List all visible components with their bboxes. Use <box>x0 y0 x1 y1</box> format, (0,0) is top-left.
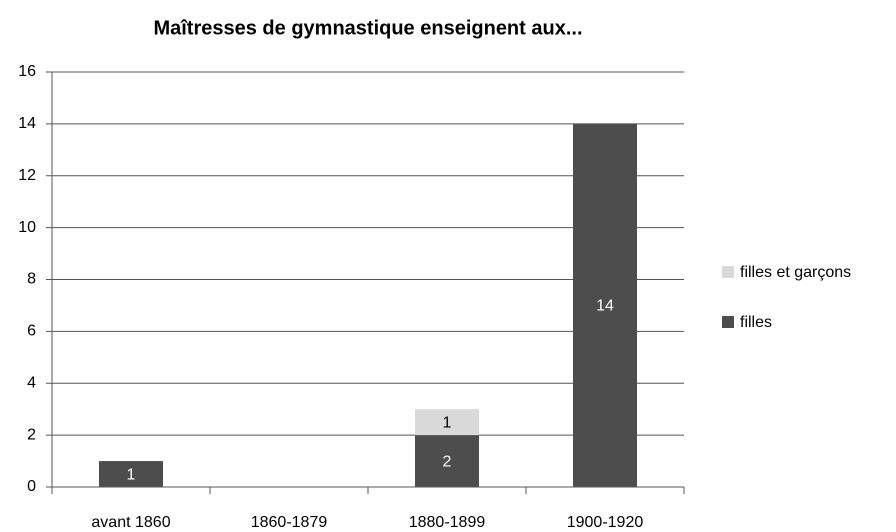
y-tick-label: 10 <box>18 219 36 236</box>
x-tick-label: 1880-1899 <box>409 514 486 531</box>
legend-label: filles et garçons <box>740 264 851 281</box>
bar-segment <box>415 435 479 487</box>
y-tick-label: 2 <box>27 426 36 443</box>
data-label: 2 <box>443 453 452 470</box>
y-tick-label: 0 <box>27 478 36 495</box>
legend-label: filles <box>740 314 772 331</box>
data-label: 14 <box>596 298 614 315</box>
y-tick-label: 4 <box>27 374 36 391</box>
legend-swatch <box>722 316 734 328</box>
x-tick-label: avant 1860 <box>91 514 170 531</box>
y-tick-label: 16 <box>18 63 36 80</box>
y-tick-label: 8 <box>27 271 36 288</box>
x-tick-label: 1900-1920 <box>567 514 644 531</box>
legend-swatch <box>722 266 734 278</box>
x-tick-label: 1860-1879 <box>251 514 328 531</box>
bar-segment <box>99 461 163 487</box>
data-label: 1 <box>127 466 136 483</box>
y-tick-label: 6 <box>27 323 36 340</box>
data-label: 1 <box>443 414 452 431</box>
chart-title: Maîtresses de gymnastique enseignent aux… <box>153 17 582 39</box>
bar-segment <box>573 123 637 487</box>
bar-segment <box>415 409 479 436</box>
y-tick-label: 12 <box>18 167 36 184</box>
y-tick-label: 14 <box>18 115 36 132</box>
